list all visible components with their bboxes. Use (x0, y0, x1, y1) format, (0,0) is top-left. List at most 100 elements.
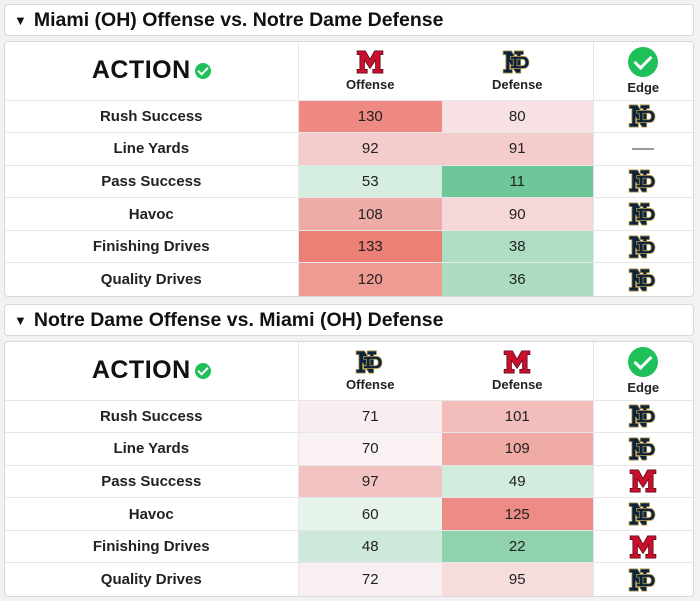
brand-logo: ACTION (91, 56, 191, 85)
section-header-nd-offense[interactable]: ▼ Notre Dame Offense vs. Miami (OH) Defe… (4, 304, 694, 336)
edge-cell (592, 99, 693, 133)
offense-value: 53 (297, 164, 442, 198)
offense-value: 71 (297, 399, 442, 433)
edge-cell (592, 399, 693, 433)
miami-logo-icon (503, 350, 531, 374)
nd-logo-icon (628, 104, 656, 128)
column-header-defense: Defense (442, 342, 593, 400)
check-icon (628, 346, 659, 377)
metric-label: Line Yards (5, 132, 298, 166)
offense-value: 97 (297, 464, 442, 498)
table-row: Quality Drives 72 95 (5, 562, 693, 596)
defense-value: 125 (442, 497, 593, 531)
table-row: Pass Success 53 11 (5, 164, 693, 198)
nd-logo-icon (628, 502, 656, 526)
edge-cell (592, 229, 693, 263)
table-row: Line Yards 92 91 (5, 132, 693, 166)
caret-down-icon[interactable]: ▼ (14, 12, 27, 28)
defense-value: 36 (442, 262, 593, 296)
edge-cell (592, 262, 693, 296)
column-label: Offense (346, 376, 395, 392)
metric-label: Quality Drives (5, 562, 298, 596)
column-header-edge: Edge (592, 42, 693, 100)
column-label: Defense (491, 376, 543, 392)
table-row: Rush Success 71 101 (5, 399, 693, 433)
brand-check-icon (194, 362, 211, 379)
check-icon (628, 46, 659, 77)
edge-cell (592, 497, 693, 531)
edge-cell (592, 529, 693, 563)
brand-cell: ACTION (5, 342, 298, 400)
miami-logo-icon (629, 470, 657, 493)
offense-value: 72 (297, 562, 442, 596)
metric-label: Rush Success (5, 399, 298, 433)
caret-down-icon[interactable]: ▼ (14, 312, 27, 328)
table-header-row: ACTION Offense Defense Edge (5, 42, 693, 100)
nd-logo-icon (628, 568, 656, 592)
metric-label: Havoc (5, 197, 298, 231)
offense-value: 108 (297, 197, 442, 231)
offense-value: 92 (297, 132, 442, 166)
table-row: Finishing Drives 48 22 (5, 529, 693, 563)
column-label: Edge (627, 79, 660, 95)
offense-value: 70 (297, 432, 442, 466)
column-label: Edge (627, 379, 660, 395)
column-label: Offense (346, 76, 395, 92)
offense-value: 120 (297, 262, 442, 296)
defense-value: 11 (442, 164, 593, 198)
edge-cell (592, 197, 693, 231)
edge-cell (592, 562, 693, 596)
section-title: Miami (OH) Offense vs. Notre Dame Defens… (33, 8, 444, 31)
brand-check-icon (194, 62, 211, 79)
nd-logo-icon (628, 437, 656, 461)
offense-value: 130 (297, 99, 442, 133)
section-title: Notre Dame Offense vs. Miami (OH) Defens… (33, 308, 444, 331)
table-row: Quality Drives 120 36 (5, 262, 693, 296)
column-header-offense: Offense (297, 342, 442, 400)
column-header-offense: Offense (297, 42, 442, 100)
table-row: Havoc 108 90 (5, 197, 693, 231)
nd-logo-icon (628, 235, 656, 259)
table-row: Line Yards 70 109 (5, 432, 693, 466)
defense-value: 109 (442, 432, 593, 466)
edge-cell (592, 464, 693, 498)
column-header-defense: Defense (442, 42, 593, 100)
table-row: Pass Success 97 49 (5, 464, 693, 498)
offense-value: 133 (297, 229, 442, 263)
section-header-miami-offense[interactable]: ▼ Miami (OH) Offense vs. Notre Dame Defe… (4, 4, 694, 36)
table-header-row: ACTION Offense Defense Edge (5, 342, 693, 400)
nd-logo-icon (355, 350, 383, 374)
defense-value: 101 (442, 399, 593, 433)
defense-value: 49 (442, 464, 593, 498)
metric-label: Line Yards (5, 432, 298, 466)
metric-label: Rush Success (5, 99, 298, 133)
edge-cell (592, 432, 693, 466)
edge-cell (592, 164, 693, 198)
offense-value: 48 (297, 529, 442, 563)
matchup-table-1: ACTION Offense Defense Edge Rush Success 130 8… (4, 41, 694, 297)
nd-logo-icon (628, 202, 656, 226)
table-row: Finishing Drives 133 38 (5, 229, 693, 263)
table-row: Rush Success 130 80 (5, 99, 693, 133)
brand-logo: ACTION (91, 356, 191, 385)
metric-label: Havoc (5, 497, 298, 531)
nd-logo-icon (628, 169, 656, 193)
brand-cell: ACTION (5, 42, 298, 100)
metric-label: Finishing Drives (5, 229, 298, 263)
metric-label: Pass Success (5, 164, 298, 198)
column-label: Defense (491, 76, 543, 92)
offense-value: 60 (297, 497, 442, 531)
nd-logo-icon (502, 50, 530, 74)
column-header-edge: Edge (592, 342, 693, 400)
metric-label: Quality Drives (5, 262, 298, 296)
table-row: Havoc 60 125 (5, 497, 693, 531)
defense-value: 38 (442, 229, 593, 263)
defense-value: 95 (442, 562, 593, 596)
even-dash-icon (632, 147, 655, 150)
defense-value: 90 (442, 197, 593, 231)
miami-logo-icon (629, 535, 657, 559)
defense-value: 22 (442, 529, 593, 563)
miami-logo-icon (356, 50, 384, 74)
matchup-table-2: ACTION Offense Defense Edge Rush Success 71 10… (4, 341, 694, 597)
edge-cell (592, 132, 693, 166)
